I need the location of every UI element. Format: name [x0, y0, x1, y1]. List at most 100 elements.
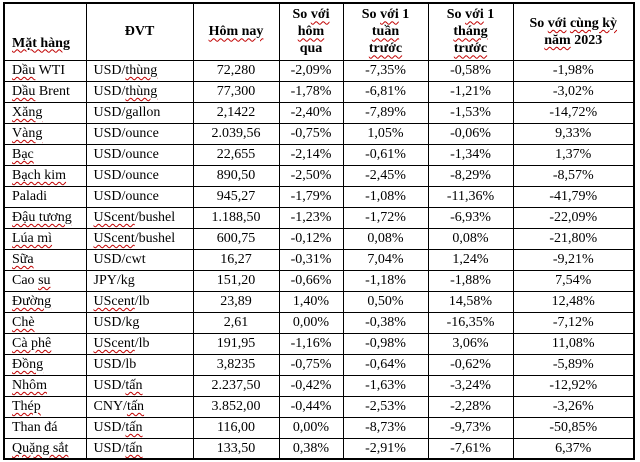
cell-today: 945,27	[192, 185, 280, 208]
table-row: Than đá USD/tấn 116,00 0,00% -8,73% -9,73% -50…	[3, 416, 635, 439]
word: Than đá	[12, 420, 58, 435]
cell-unit: USD/ounce	[85, 164, 194, 187]
misspelled-word: tấn	[126, 399, 145, 414]
cell-vs-month: 3,06%	[427, 332, 514, 355]
misspelled-word: Vàng	[12, 126, 43, 141]
cell-vs-yesterday: -2,14%	[278, 143, 344, 166]
misspelled-word: với	[310, 7, 330, 23]
cell-today: 133,50	[192, 437, 280, 460]
table-row: Dầu Brent USD/thùng 77,300 -1,78% -6,81% -1,2…	[3, 80, 635, 103]
header-line: So với cùng kỳ	[516, 15, 632, 32]
cell-vs-yesterday: -1,78%	[278, 80, 344, 103]
misspelled-word: Lúa mì	[12, 231, 53, 246]
word: USD/	[93, 440, 126, 456]
cell-vs-year: -3,26%	[512, 395, 635, 418]
cell-unit: JPY/kg	[85, 269, 194, 292]
word: WTI	[35, 63, 66, 78]
cell-unit: UScent/bushel	[85, 227, 194, 250]
cell-unit: USD/tấn	[85, 437, 194, 460]
cell-vs-month: -11,36%	[427, 185, 514, 208]
cell-vs-month: -2,28%	[427, 395, 514, 418]
cell-today: 16,27	[192, 248, 280, 271]
cell-vs-week: 7,04%	[342, 248, 429, 271]
cell-commodity-name: Vàng	[3, 122, 87, 145]
word: /lb	[134, 336, 150, 351]
table-row: Nhôm USD/tấn 2.237,50 -0,42% -1,63% -3,24% -12…	[3, 374, 635, 397]
word: Paladi	[12, 189, 47, 204]
misspelled-word: Chè	[12, 315, 35, 330]
word: So	[292, 7, 311, 23]
cell-today: 23,89	[192, 290, 280, 313]
cell-vs-month: -0,62%	[427, 353, 514, 376]
misspelled-word: thùng	[125, 63, 158, 78]
word: /lb	[134, 294, 150, 309]
cell-vs-month: -9,73%	[427, 416, 514, 439]
cell-vs-yesterday: -0,42%	[278, 374, 344, 397]
cell-unit: USD/ounce	[85, 143, 194, 166]
word: 1	[483, 7, 495, 23]
table-row: Đồng USD/lb 3,8235 -0,75% -0,64% -0,62% -5,89%	[3, 353, 635, 376]
cell-vs-week: -7,35%	[342, 59, 429, 82]
word: 1	[398, 7, 410, 23]
misspelled-word: UScent	[93, 336, 135, 351]
cell-unit: USD/tấn	[85, 416, 194, 439]
table-row: Cao su JPY/kg 151,20 -0,66% -1,18% -1,88% 7,54…	[3, 269, 635, 292]
header-line: ĐVT	[89, 23, 191, 40]
table-row: Đậu tương UScent/bushel 1.188,50 -1,23% -1,7…	[3, 206, 635, 229]
cell-today: 2.039,56	[192, 122, 280, 145]
cell-vs-week: -0,64%	[342, 353, 429, 376]
header-line: So với 1	[431, 6, 511, 23]
misspelled-word: tấn	[125, 378, 143, 393]
cell-unit: USD/thùng	[85, 59, 194, 82]
cell-commodity-name: Sữa	[3, 248, 87, 271]
table-row: Thép CNY/tấn 3.852,00 -0,44% -2,53% -2,28% -3,…	[3, 395, 635, 418]
misspelled-word: cùng kỳ	[569, 15, 618, 31]
header-line: Mặt hàng	[12, 35, 84, 52]
cell-unit: USD/tấn	[85, 374, 194, 397]
table-row: Đường UScent/lb 23,89 1,40% 0,50% 14,58% 12,48…	[3, 290, 635, 313]
cell-vs-yesterday: 0,00%	[278, 416, 344, 439]
cell-vs-yesterday: 1,40%	[278, 290, 344, 313]
word: /bushel	[134, 231, 176, 246]
cell-vs-year: 11,08%	[512, 332, 635, 355]
cell-vs-month: -8,29%	[427, 164, 514, 187]
misspelled-word: Đường	[12, 294, 52, 309]
cell-vs-yesterday: -2,40%	[278, 101, 344, 124]
cell-vs-month: -1,53%	[427, 101, 514, 124]
cell-vs-year: -12,92%	[512, 374, 635, 397]
word: USD/lb	[93, 357, 137, 372]
cell-commodity-name: Chè	[3, 311, 87, 334]
cell-commodity-name: Cao su	[3, 269, 87, 292]
misspelled-word: tuần	[371, 24, 400, 40]
word: qua	[299, 41, 323, 57]
misspelled-word: Xăng	[12, 105, 43, 120]
cell-vs-year: -7,12%	[512, 311, 635, 334]
cell-vs-yesterday: -0,44%	[278, 395, 344, 418]
misspelled-word: UScent	[93, 210, 135, 225]
cell-today: 2,61	[192, 311, 280, 334]
misspelled-word: Quặng sắt	[12, 440, 69, 456]
cell-vs-month: -0,58%	[427, 59, 514, 82]
word: USD/kg	[93, 315, 140, 330]
cell-vs-year: -8,57%	[512, 164, 635, 187]
table-row: Cà phê UScent/lb 191,95 -1,16% -0,98% 3,06% 11…	[3, 332, 635, 355]
cell-vs-year: 12,48%	[512, 290, 635, 313]
header-line: hôm	[282, 23, 341, 40]
cell-vs-yesterday: -0,66%	[278, 269, 344, 292]
cell-vs-week: -2,53%	[342, 395, 429, 418]
cell-commodity-name: Bạch kim	[3, 164, 87, 187]
cell-vs-yesterday: -0,75%	[278, 122, 344, 145]
cell-commodity-name: Than đá	[3, 416, 87, 439]
header-line: tuần	[346, 23, 426, 40]
word: CNY/	[93, 399, 127, 414]
cell-vs-yesterday: -2,50%	[278, 164, 344, 187]
col-header-vs_year: So với cùng kỳ năm 2023	[512, 2, 635, 61]
cell-vs-week: -1,08%	[342, 185, 429, 208]
cell-vs-week: -2,45%	[342, 164, 429, 187]
cell-vs-week: -8,73%	[342, 416, 429, 439]
misspelled-word: Dầu	[12, 63, 36, 78]
misspelled-word: với	[547, 15, 567, 31]
cell-commodity-name: Thép	[3, 395, 87, 418]
cell-unit: USD/ounce	[85, 185, 194, 208]
cell-vs-month: 14,58%	[427, 290, 514, 313]
